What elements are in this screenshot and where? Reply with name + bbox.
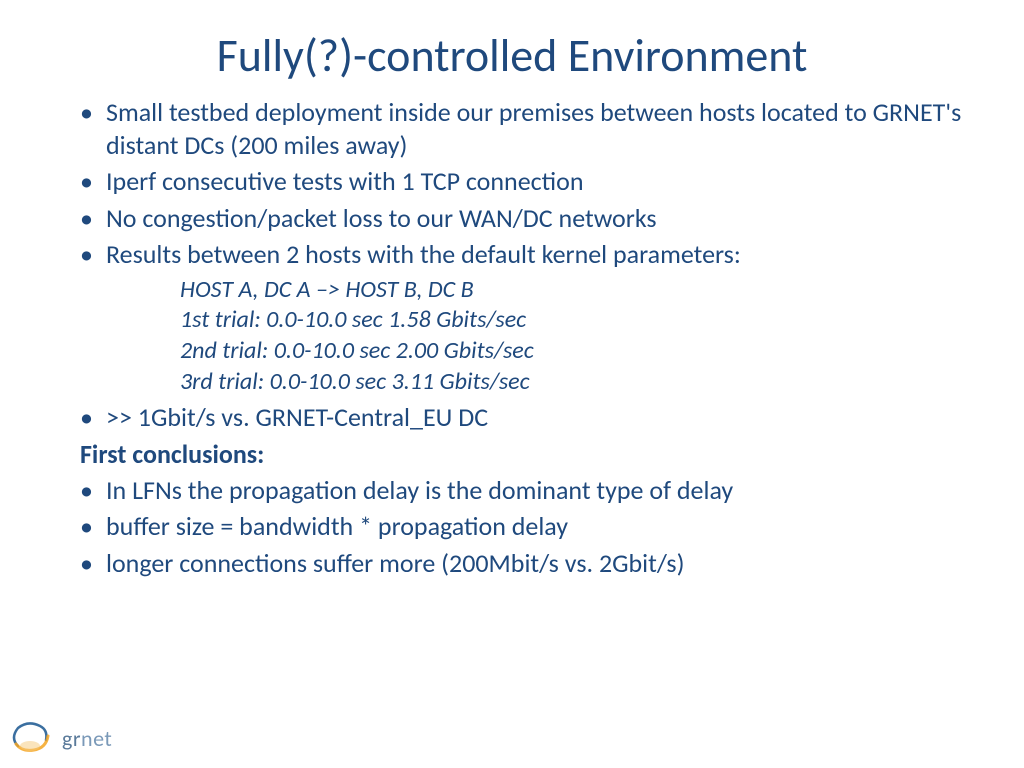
list-item: Iperf consecutive tests with 1 TCP conne…	[80, 165, 974, 198]
logo-prefix: gr	[62, 725, 81, 752]
list-item: longer connections suffer more (200Mbit/…	[80, 547, 974, 580]
logo-text: grnet	[62, 725, 112, 752]
bullet-list-bottom: In LFNs the propagation delay is the dom…	[80, 474, 974, 580]
section-label: First conclusions:	[80, 438, 974, 470]
bullet-list-top: Small testbed deployment inside our prem…	[80, 96, 974, 271]
slide: Fully(?)-controlled Environment Small te…	[0, 0, 1024, 768]
sub-line: 1st trial: 0.0-10.0 sec 1.58 Gbits/sec	[180, 305, 974, 336]
grnet-logo: grnet	[8, 718, 112, 758]
list-item: Small testbed deployment inside our prem…	[80, 96, 974, 161]
list-item: In LFNs the propagation delay is the dom…	[80, 474, 974, 507]
trial-results-block: HOST A, DC A –> HOST B, DC B 1st trial: …	[180, 275, 974, 398]
sub-line: 2nd trial: 0.0-10.0 sec 2.00 Gbits/sec	[180, 336, 974, 367]
list-item: buffer size = bandwidth * propagation de…	[80, 510, 974, 543]
logo-suffix: net	[81, 725, 112, 752]
sub-line: 3rd trial: 0.0-10.0 sec 3.11 Gbits/sec	[180, 367, 974, 398]
swirl-icon	[8, 718, 56, 758]
slide-title: Fully(?)-controlled Environment	[50, 28, 974, 84]
sub-line: HOST A, DC A –> HOST B, DC B	[180, 275, 974, 306]
list-item: Results between 2 hosts with the default…	[80, 238, 974, 271]
list-item: >> 1Gbit/s vs. GRNET-Central_EU DC	[80, 401, 974, 434]
bullet-list-mid: >> 1Gbit/s vs. GRNET-Central_EU DC	[80, 401, 974, 434]
list-item: No congestion/packet loss to our WAN/DC …	[80, 202, 974, 235]
